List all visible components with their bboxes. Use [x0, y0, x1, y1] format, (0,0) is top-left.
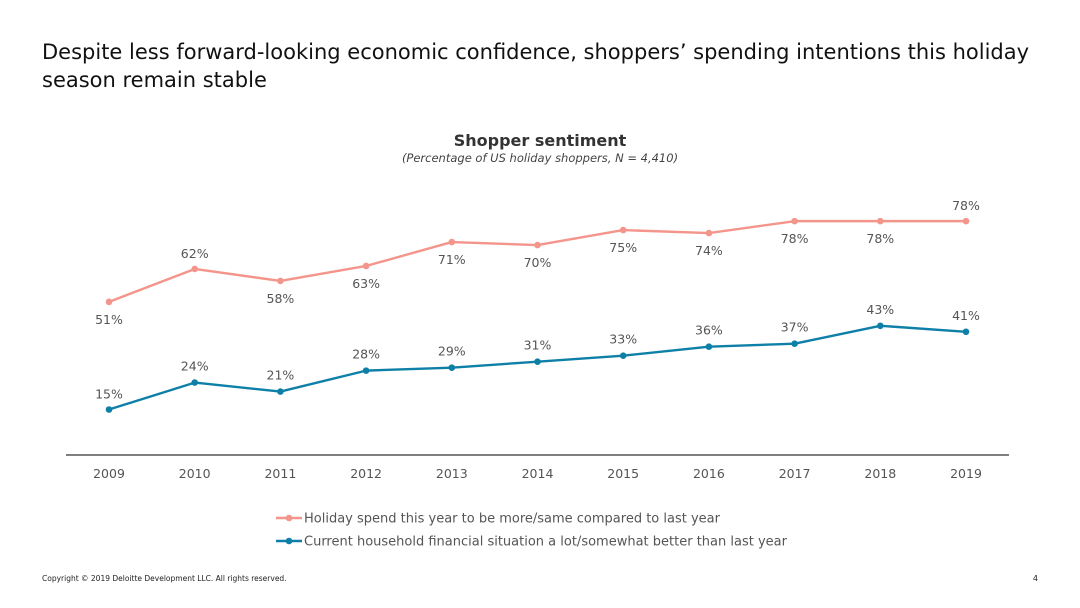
data-label: 62%: [181, 246, 209, 261]
x-tick-label: 2013: [436, 466, 468, 481]
data-point: [791, 217, 798, 225]
x-tick-label: 2014: [522, 466, 554, 481]
data-point: [448, 238, 456, 246]
data-label: 41%: [952, 308, 980, 323]
data-point: [362, 262, 370, 270]
data-label: 70%: [524, 255, 552, 270]
x-tick-label: 2018: [864, 466, 896, 481]
chart-title: Shopper sentiment: [453, 131, 627, 150]
data-label: 33%: [609, 332, 637, 347]
data-label: 21%: [267, 368, 295, 383]
data-point: [534, 358, 541, 365]
data-label: 43%: [866, 302, 894, 317]
legend-label-1: Holiday spend this year to be more/same …: [304, 512, 721, 527]
data-point: [191, 379, 198, 386]
data-label: 74%: [695, 243, 723, 258]
data-point: [191, 265, 198, 273]
x-tick-label: 2016: [693, 466, 725, 481]
data-label: 63%: [352, 276, 380, 291]
x-tick-label: 2009: [93, 466, 125, 481]
data-label: 28%: [352, 347, 380, 362]
data-point: [705, 229, 713, 237]
legend-label-2: Current household financial situation a …: [304, 535, 788, 550]
data-point: [277, 388, 284, 395]
data-label: 36%: [695, 323, 723, 338]
x-tick-label: 2010: [179, 466, 211, 481]
data-point: [534, 241, 541, 249]
x-tick-label: 2012: [350, 466, 382, 481]
copyright-footer: Copyright © 2019 Deloitte Development LL…: [42, 574, 287, 583]
data-point: [362, 367, 370, 374]
data-point: [877, 322, 884, 330]
data-label: 71%: [438, 252, 466, 267]
data-label: 78%: [866, 231, 894, 246]
data-label: 24%: [181, 359, 209, 374]
data-point: [619, 352, 627, 359]
data-point: [105, 406, 113, 413]
data-label: 37%: [781, 320, 809, 335]
data-label: 78%: [952, 198, 980, 213]
x-tick-label: 2015: [607, 466, 639, 481]
page-headline: Despite less forward-looking economic co…: [42, 40, 1030, 92]
data-point: [448, 364, 456, 371]
data-point: [791, 340, 798, 348]
data-label: 75%: [609, 240, 637, 255]
data-point: [705, 343, 713, 351]
page-number: 4: [1032, 574, 1038, 583]
data-label: 29%: [438, 344, 466, 359]
data-point: [105, 298, 113, 306]
data-label: 78%: [781, 231, 809, 246]
legend-marker-2: [285, 537, 293, 545]
x-tick-label: 2019: [950, 466, 982, 481]
data-point: [619, 226, 627, 234]
data-point: [962, 328, 970, 336]
chart-subtitle: (Percentage of US holiday shoppers, N = …: [401, 151, 679, 165]
data-label: 51%: [95, 312, 123, 327]
data-point: [277, 277, 284, 285]
data-label: 58%: [267, 291, 295, 306]
data-point: [962, 217, 970, 225]
legend-marker-1: [285, 514, 293, 522]
data-label: 31%: [524, 338, 552, 353]
x-tick-label: 2017: [779, 466, 811, 481]
data-point: [877, 217, 884, 225]
data-label: 15%: [95, 387, 123, 402]
x-tick-label: 2011: [264, 466, 296, 481]
